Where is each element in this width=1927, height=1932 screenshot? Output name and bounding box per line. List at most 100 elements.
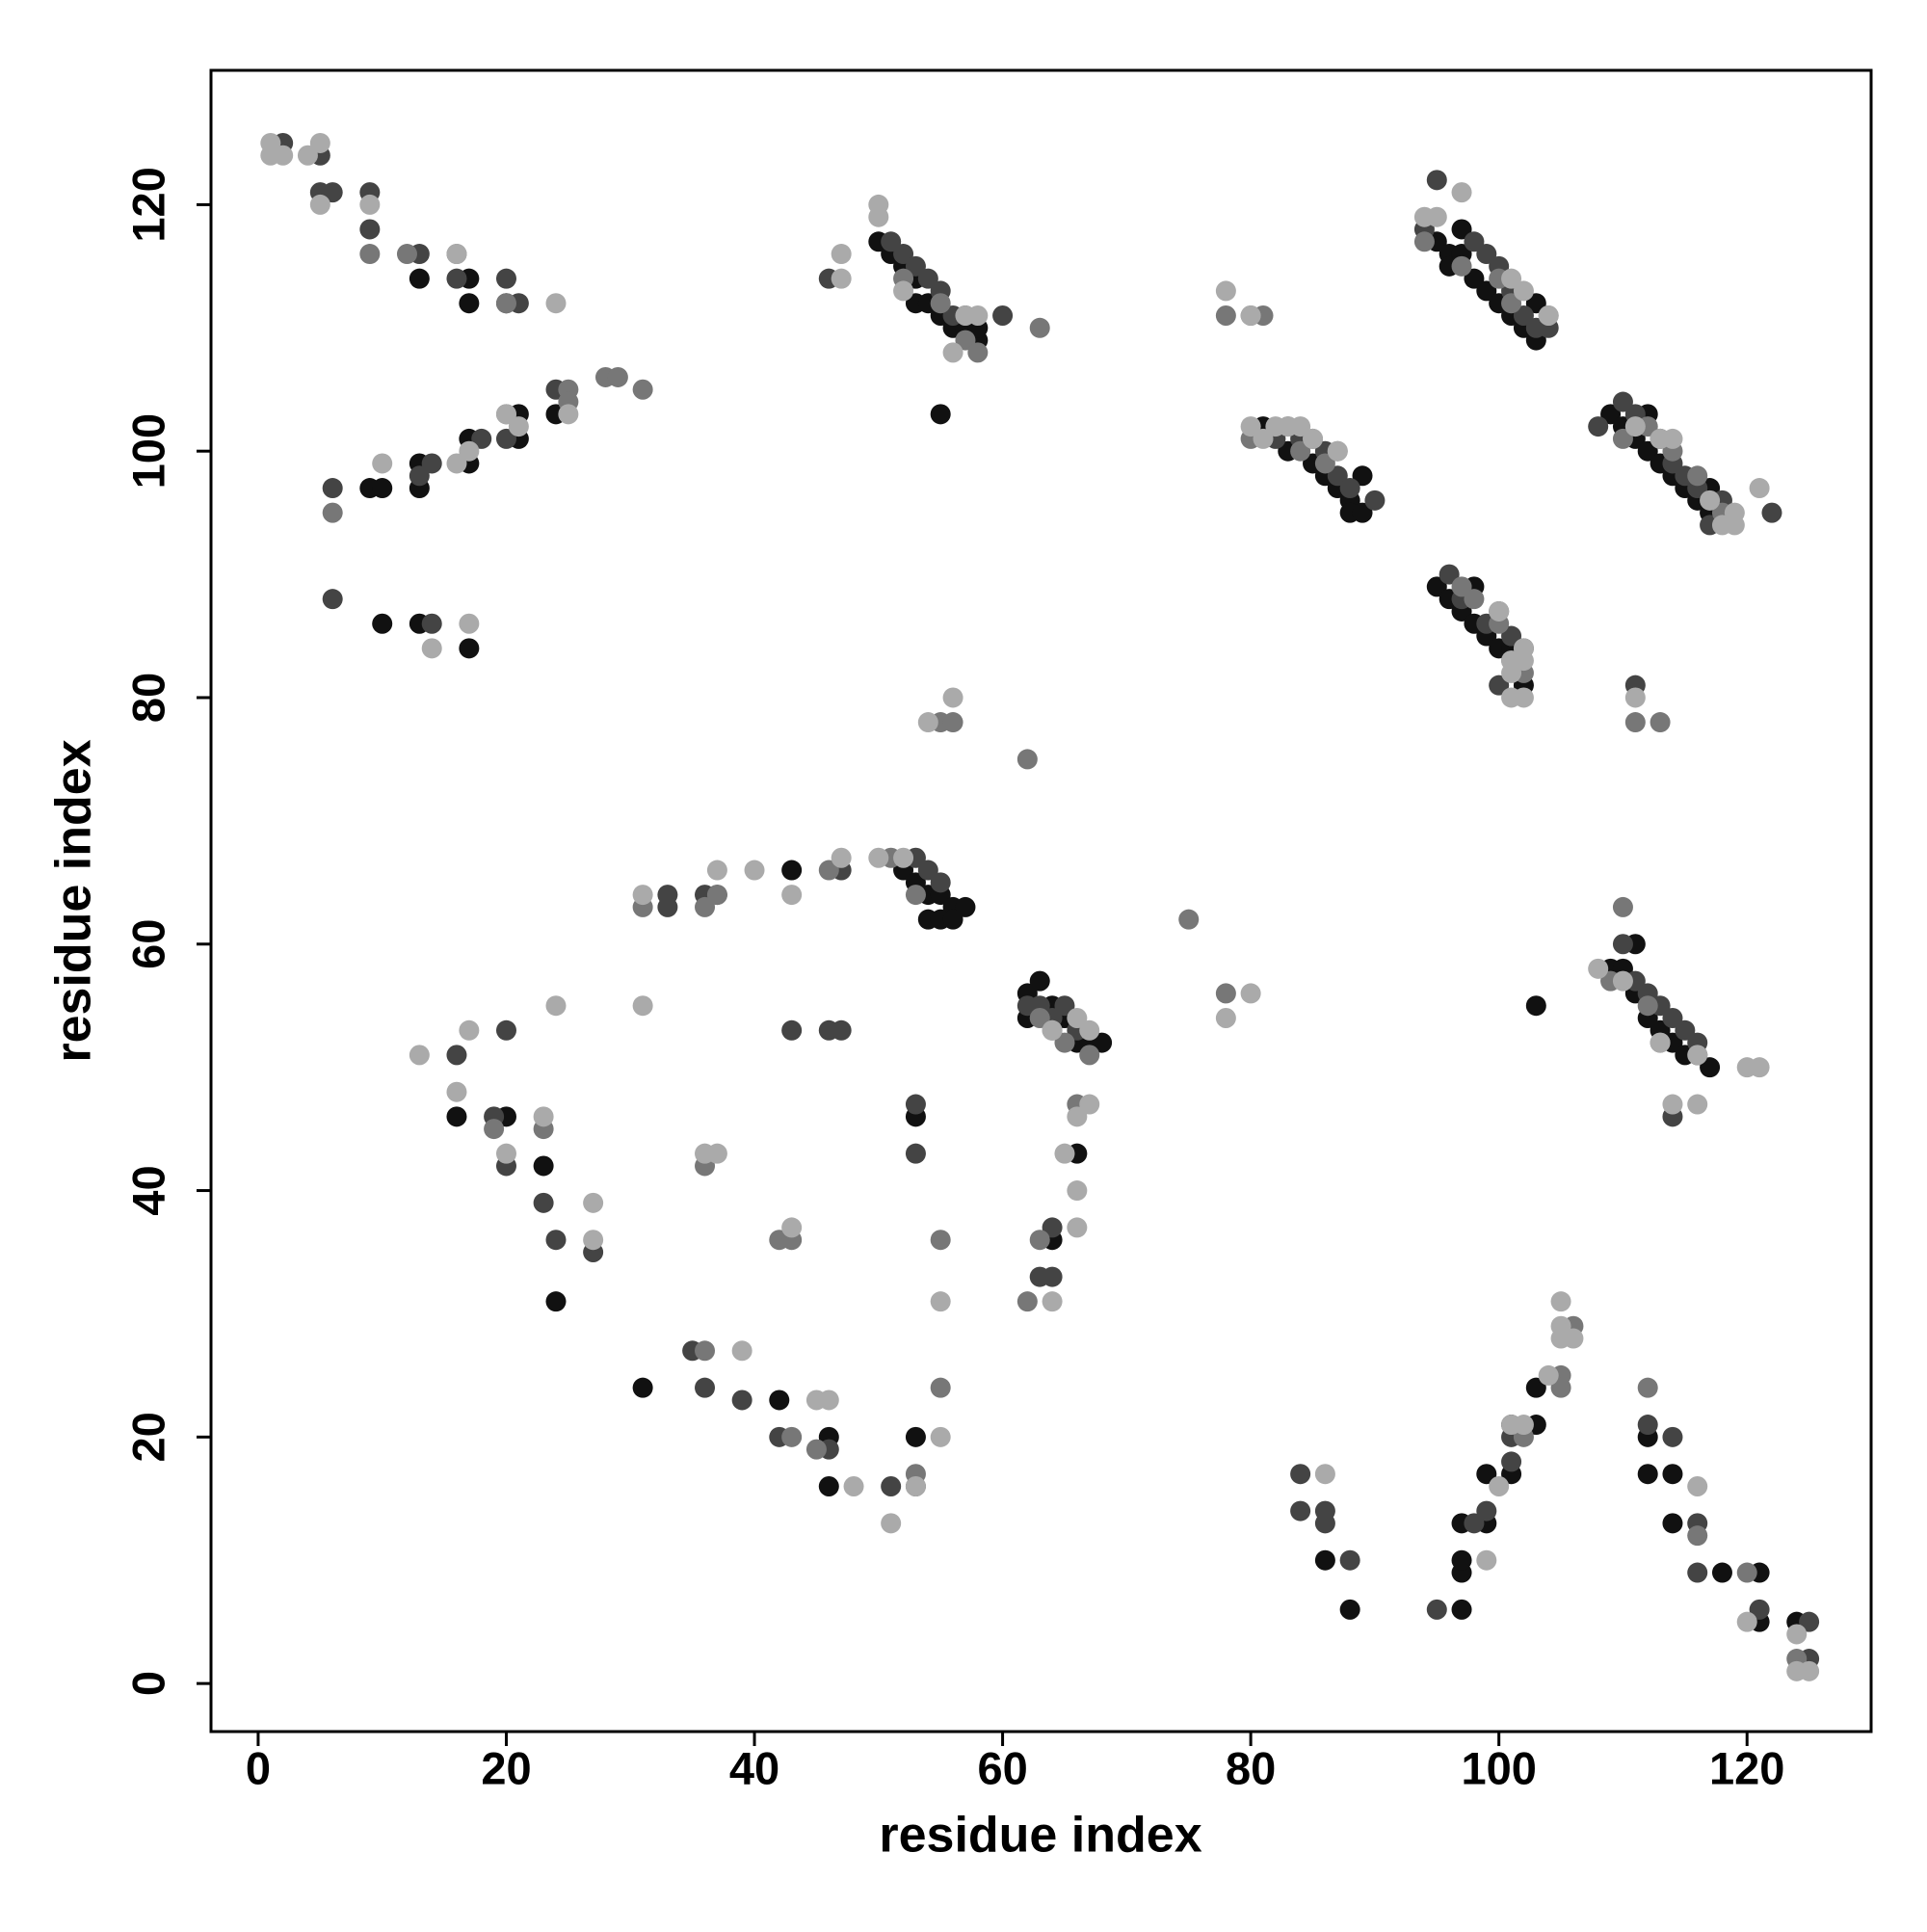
point xyxy=(781,1019,803,1041)
y-tick-label: 20 xyxy=(122,1412,173,1462)
point xyxy=(1215,305,1236,327)
point xyxy=(695,1143,716,1164)
point xyxy=(1736,1611,1757,1632)
point xyxy=(1426,576,1447,597)
point xyxy=(495,404,516,425)
point xyxy=(459,440,480,462)
point xyxy=(459,293,480,314)
point xyxy=(359,244,381,265)
point xyxy=(967,342,989,363)
point xyxy=(1314,1464,1335,1485)
point xyxy=(1612,896,1633,917)
point xyxy=(1067,1180,1088,1202)
point xyxy=(409,1045,430,1066)
point xyxy=(1464,268,1485,289)
x-tick-label: 0 xyxy=(246,1742,271,1793)
point xyxy=(930,404,951,425)
point xyxy=(905,1426,926,1447)
point xyxy=(1215,983,1236,1004)
point xyxy=(1303,428,1324,449)
point xyxy=(495,268,516,289)
point xyxy=(831,847,852,868)
point xyxy=(781,1217,803,1238)
point xyxy=(805,1439,827,1460)
point xyxy=(818,1389,839,1411)
y-tick-label: 60 xyxy=(122,919,173,969)
point xyxy=(421,638,442,659)
point xyxy=(446,453,467,474)
point xyxy=(831,1019,852,1041)
point xyxy=(1550,1291,1571,1312)
y-tick-label: 40 xyxy=(122,1165,173,1215)
point xyxy=(1650,712,1671,733)
point xyxy=(1016,1291,1038,1312)
point xyxy=(905,885,926,906)
point xyxy=(868,206,889,227)
point xyxy=(409,268,430,289)
point xyxy=(1662,1464,1683,1485)
point xyxy=(1612,970,1633,992)
point xyxy=(583,1192,604,1213)
point xyxy=(421,453,442,474)
point xyxy=(893,280,914,302)
point xyxy=(632,1377,653,1398)
point xyxy=(1538,305,1559,327)
point xyxy=(706,885,727,906)
point xyxy=(1700,1057,1721,1078)
point xyxy=(1178,909,1200,930)
point xyxy=(1687,1045,1708,1066)
point xyxy=(781,860,803,881)
point xyxy=(942,342,964,363)
point xyxy=(868,847,889,868)
point xyxy=(1067,1217,1088,1238)
point xyxy=(1290,416,1311,437)
point xyxy=(1339,1549,1360,1571)
point xyxy=(831,268,852,289)
point xyxy=(1451,182,1472,203)
plot-frame xyxy=(209,68,1873,1734)
point xyxy=(1525,293,1546,314)
point xyxy=(1339,478,1360,499)
point xyxy=(1079,1045,1100,1066)
point xyxy=(545,1230,567,1251)
point xyxy=(843,1475,864,1496)
point xyxy=(1525,1377,1546,1398)
point xyxy=(905,1475,926,1496)
point xyxy=(881,1475,902,1496)
point xyxy=(1550,1377,1571,1398)
point xyxy=(396,244,417,265)
point xyxy=(1489,675,1510,696)
point xyxy=(632,995,653,1017)
point xyxy=(1675,1019,1696,1041)
point xyxy=(695,896,716,917)
point xyxy=(322,502,343,523)
point xyxy=(1724,515,1745,536)
point xyxy=(1426,170,1447,191)
point xyxy=(1799,1611,1820,1632)
point xyxy=(309,132,330,153)
point xyxy=(930,1426,951,1447)
point xyxy=(1029,970,1050,992)
point xyxy=(1662,1426,1683,1447)
point xyxy=(1240,416,1261,437)
point xyxy=(495,293,516,314)
point xyxy=(1314,1549,1335,1571)
point xyxy=(545,1291,567,1312)
point xyxy=(1054,1143,1075,1164)
point xyxy=(1612,934,1633,955)
point xyxy=(930,293,951,314)
point xyxy=(1711,1562,1732,1583)
point xyxy=(1637,440,1658,462)
point xyxy=(1612,428,1633,449)
point xyxy=(1637,1377,1658,1398)
point xyxy=(1426,206,1447,227)
point xyxy=(893,244,914,265)
point xyxy=(446,244,467,265)
point xyxy=(1489,600,1510,622)
point xyxy=(1513,638,1534,659)
point xyxy=(273,145,294,166)
y-axis-label: residue index xyxy=(46,739,102,1062)
x-tick-label: 100 xyxy=(1461,1742,1536,1793)
point xyxy=(967,305,989,327)
point xyxy=(781,885,803,906)
